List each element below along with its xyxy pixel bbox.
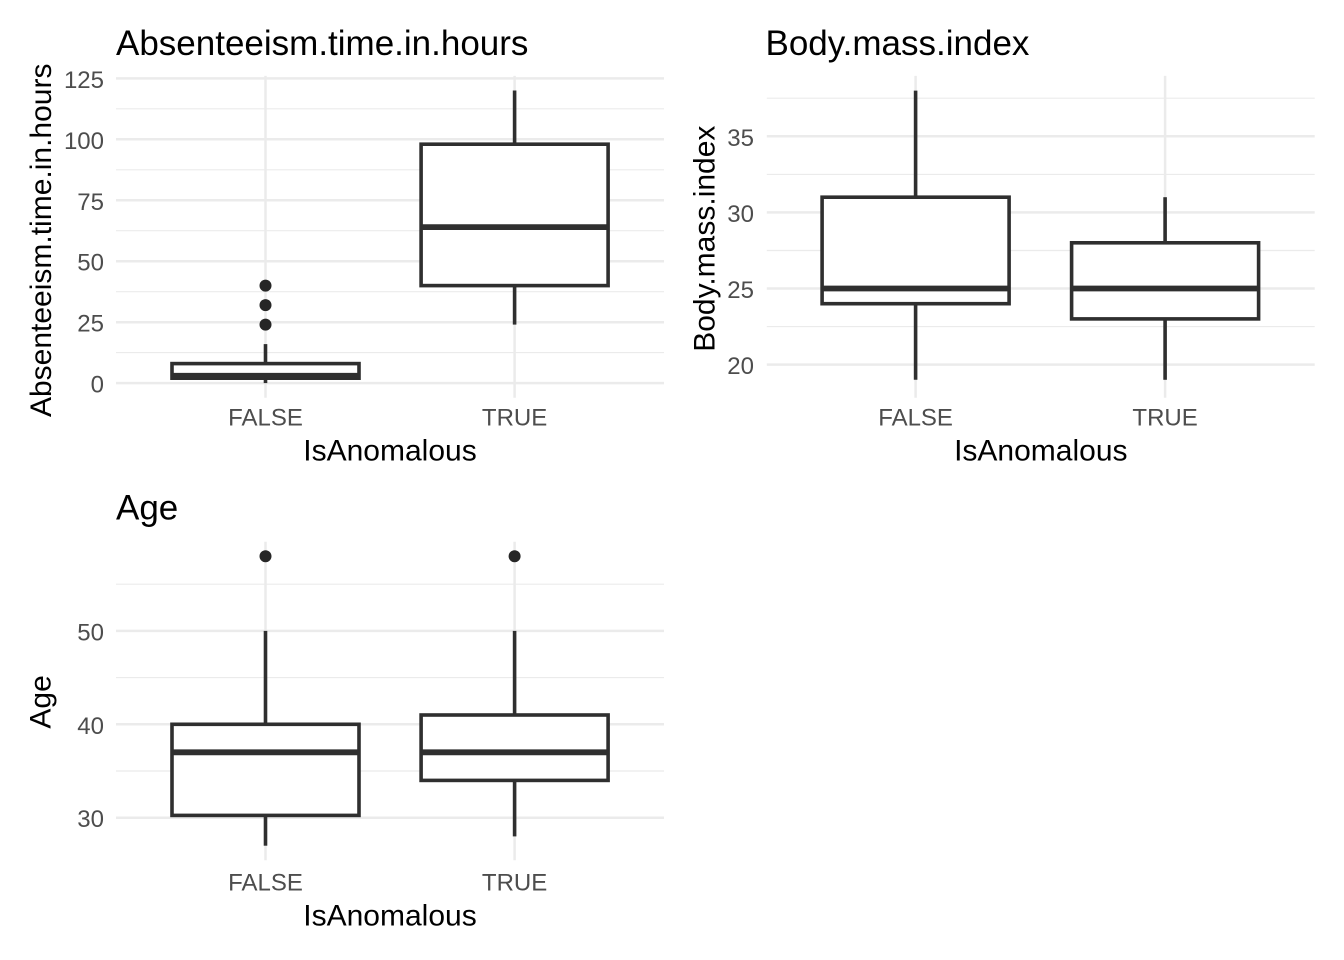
svg-text:50: 50 [77, 619, 104, 646]
svg-text:25: 25 [727, 277, 754, 304]
svg-text:125: 125 [64, 67, 104, 94]
svg-text:0: 0 [91, 372, 104, 399]
svg-text:Absenteeism.time.in.hours: Absenteeism.time.in.hours [25, 64, 58, 418]
svg-text:FALSE: FALSE [878, 405, 953, 432]
svg-text:30: 30 [727, 201, 754, 228]
svg-text:75: 75 [77, 189, 104, 216]
svg-text:Body.mass.index: Body.mass.index [689, 126, 722, 352]
svg-text:30: 30 [77, 806, 104, 833]
svg-text:IsAnomalous: IsAnomalous [954, 435, 1127, 468]
svg-text:35: 35 [727, 125, 754, 152]
svg-text:Age: Age [116, 489, 178, 528]
svg-text:IsAnomalous: IsAnomalous [303, 900, 476, 933]
svg-text:FALSE: FALSE [228, 870, 303, 897]
svg-text:50: 50 [77, 250, 104, 277]
svg-text:IsAnomalous: IsAnomalous [303, 435, 476, 468]
svg-text:Absenteeism.time.in.hours: Absenteeism.time.in.hours [116, 24, 528, 63]
svg-text:FALSE: FALSE [228, 405, 303, 432]
svg-text:Age: Age [25, 675, 58, 728]
svg-text:TRUE: TRUE [1132, 405, 1197, 432]
svg-text:100: 100 [64, 128, 104, 155]
svg-text:20: 20 [727, 353, 754, 380]
svg-text:TRUE: TRUE [482, 405, 547, 432]
svg-text:Body.mass.index: Body.mass.index [766, 24, 1030, 63]
svg-text:TRUE: TRUE [482, 870, 547, 897]
svg-text:25: 25 [77, 311, 104, 338]
svg-text:40: 40 [77, 713, 104, 740]
